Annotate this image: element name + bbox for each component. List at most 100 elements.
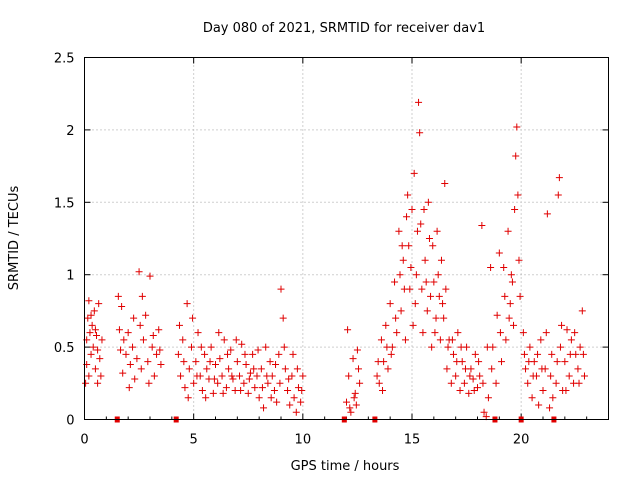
data-point	[184, 394, 192, 402]
data-point	[457, 343, 465, 351]
data-point	[299, 372, 307, 380]
data-point	[405, 242, 413, 250]
data-point	[514, 191, 522, 199]
data-point	[270, 387, 278, 395]
data-point	[193, 372, 201, 380]
data-point	[133, 355, 141, 363]
data-point	[563, 326, 571, 334]
data-point	[228, 372, 236, 380]
data-point	[117, 346, 125, 354]
data-point	[515, 256, 523, 264]
data-point	[201, 350, 209, 358]
data-point	[177, 372, 185, 380]
data-point	[395, 227, 403, 235]
data-point	[526, 343, 534, 351]
data-point	[281, 365, 289, 373]
data-point	[131, 375, 139, 383]
grid	[84, 57, 609, 420]
data-point	[454, 329, 462, 337]
data-point	[233, 358, 241, 366]
data-point	[94, 346, 102, 354]
data-point	[263, 372, 271, 380]
data-point	[292, 408, 300, 416]
data-point	[387, 350, 395, 358]
data-point	[434, 271, 442, 279]
data-point	[253, 372, 261, 380]
data-point	[439, 300, 447, 308]
data-point	[187, 343, 195, 351]
data-point	[480, 408, 488, 416]
data-point	[397, 307, 405, 315]
data-point	[138, 292, 146, 300]
data-point	[501, 292, 509, 300]
data-point	[465, 389, 473, 397]
data-point	[202, 394, 210, 402]
data-point	[375, 379, 383, 387]
data-point	[495, 249, 503, 257]
data-point	[209, 389, 217, 397]
data-point	[392, 314, 400, 322]
data-point	[404, 191, 412, 199]
data-point	[97, 372, 105, 380]
data-point	[556, 343, 564, 351]
data-point	[401, 336, 409, 344]
data-point	[419, 329, 427, 337]
data-point	[272, 360, 280, 368]
data-point	[88, 321, 96, 329]
data-point	[350, 394, 358, 402]
data-point	[175, 321, 183, 329]
data-point	[216, 355, 224, 363]
data-point	[224, 350, 232, 358]
data-point	[144, 358, 152, 366]
y-tick-label: 1	[66, 269, 74, 284]
data-point	[179, 336, 187, 344]
data-point	[565, 372, 573, 380]
data-point	[95, 300, 103, 308]
data-point	[244, 389, 252, 397]
data-point	[219, 389, 227, 397]
data-point	[444, 343, 452, 351]
data-point	[236, 372, 244, 380]
y-tick-label: 0.5	[54, 341, 75, 356]
data-point	[374, 358, 382, 366]
data-point	[421, 256, 429, 264]
data-point	[345, 372, 353, 380]
data-point	[441, 179, 449, 187]
data-point	[448, 336, 456, 344]
data-point	[267, 394, 275, 402]
data-point	[275, 350, 283, 358]
data-point	[297, 398, 305, 406]
data-point	[225, 365, 233, 373]
data-point	[475, 358, 483, 366]
data-point	[227, 346, 235, 354]
data-point	[425, 235, 433, 242]
data-point	[343, 398, 350, 406]
data-point	[277, 285, 285, 293]
data-point	[431, 329, 439, 337]
data-point	[382, 321, 390, 329]
data-point	[549, 394, 557, 402]
data-point	[574, 365, 582, 373]
data-point	[482, 413, 490, 421]
data-point	[554, 191, 562, 199]
data-point	[280, 343, 288, 351]
data-point	[447, 379, 455, 387]
data-point	[214, 379, 222, 387]
data-point	[488, 365, 496, 373]
data-point	[508, 278, 516, 286]
data-point	[452, 372, 460, 380]
data-point	[85, 372, 93, 380]
data-point	[496, 329, 504, 337]
data-point	[567, 336, 575, 344]
data-point	[124, 329, 132, 337]
data-point	[423, 307, 431, 315]
data-point	[139, 336, 147, 344]
data-point	[537, 336, 545, 344]
data-point	[566, 350, 574, 358]
data-point	[386, 300, 394, 308]
data-point	[384, 365, 392, 373]
data-point	[578, 307, 586, 315]
data-point	[185, 365, 193, 373]
data-point	[433, 227, 441, 235]
